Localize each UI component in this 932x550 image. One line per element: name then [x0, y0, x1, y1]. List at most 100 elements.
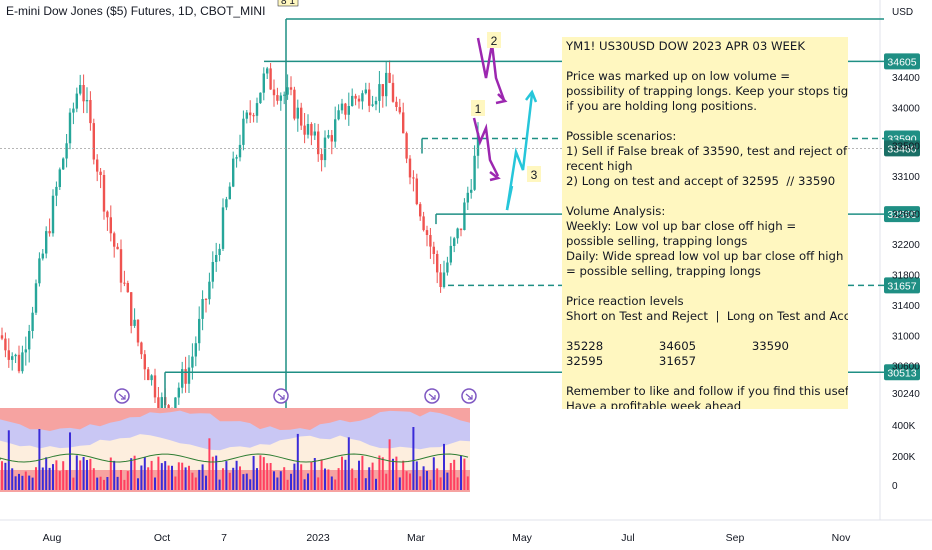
candle-body — [181, 369, 184, 388]
price-badge-30513 — [884, 364, 920, 381]
candle-body — [218, 248, 221, 255]
annotation-three: 3 — [531, 168, 538, 182]
candle-body — [21, 352, 24, 372]
candle-body — [429, 235, 432, 247]
volume-bar — [65, 470, 68, 490]
volume-bar — [228, 472, 231, 490]
volume-bar — [432, 457, 435, 490]
volume-bar — [463, 458, 466, 490]
event-arrow-icon — [465, 393, 473, 400]
candle-body — [371, 104, 374, 106]
candle-body — [38, 258, 41, 284]
candle-body — [334, 119, 337, 142]
volume-bar — [286, 479, 289, 490]
price-badge-label: 30513 — [887, 367, 916, 379]
y-tick-label: 33500 — [892, 141, 920, 152]
volume-bar — [215, 455, 218, 490]
candle-body — [31, 312, 34, 331]
candle-body — [463, 202, 466, 230]
volume-bar — [249, 479, 252, 490]
candle-body — [140, 342, 143, 355]
volume-bar — [164, 461, 167, 490]
volume-bar — [239, 466, 241, 490]
volume-band-cream — [0, 434, 470, 470]
candle-body — [446, 262, 449, 273]
y-tick-label: 34000 — [892, 103, 920, 114]
candle-body — [79, 85, 82, 94]
volume-bar — [123, 479, 126, 490]
volume-bar — [160, 463, 163, 490]
volume-bar — [466, 476, 469, 490]
annotation-two-bg — [487, 32, 501, 48]
candle-body — [45, 231, 48, 254]
candle-body — [187, 367, 191, 384]
volume-bar — [177, 462, 180, 490]
volume-moving-average — [0, 453, 469, 463]
y-tick-label: 32200 — [892, 240, 920, 251]
y-tick-label: 34400 — [892, 73, 920, 84]
candle-body — [160, 397, 163, 408]
candle-body — [459, 228, 463, 231]
volume-bar — [439, 477, 442, 490]
volume-bar — [225, 461, 228, 490]
volume-bar — [351, 468, 354, 490]
candle-body — [361, 93, 364, 102]
volume-bar — [201, 464, 204, 490]
volume-bar — [259, 455, 262, 490]
volume-bar — [4, 462, 7, 490]
candle-body — [473, 155, 476, 190]
volume-bar — [222, 468, 224, 490]
candle-body — [456, 228, 459, 239]
volume-bar — [181, 462, 184, 490]
volume-bar — [324, 468, 326, 490]
volume-bar — [358, 460, 360, 490]
candle-body — [402, 112, 405, 134]
volume-bar — [24, 471, 27, 490]
candle-body — [225, 199, 228, 208]
candle-body — [408, 158, 412, 178]
candle-body — [320, 154, 323, 161]
candle-body — [354, 95, 357, 99]
volume-bar — [453, 459, 456, 490]
y-tick-label: 30240 — [892, 389, 920, 400]
candle-body — [228, 186, 231, 200]
candle-body — [293, 89, 296, 119]
volume-bar — [89, 458, 92, 490]
x-tick-label: Aug — [43, 532, 62, 544]
candle-body — [109, 217, 112, 234]
volume-bar — [150, 460, 153, 490]
candle-body — [357, 98, 361, 102]
x-tick-label: 7 — [221, 532, 227, 544]
candle-body — [327, 135, 330, 138]
volume-bar — [55, 460, 58, 490]
candle-body — [466, 192, 469, 203]
y-tick-label: 31400 — [892, 301, 920, 312]
price-badge-32595 — [884, 206, 920, 223]
y-tick-label: 30600 — [892, 362, 920, 373]
candle-body — [28, 331, 31, 350]
volume-bar — [436, 468, 439, 490]
candle-body — [232, 158, 235, 187]
volume-bar — [211, 456, 214, 490]
candle-body — [344, 103, 347, 115]
candle-body — [340, 103, 344, 111]
volume-bar — [232, 467, 235, 490]
volume-bar — [361, 455, 364, 490]
volume-bar — [235, 460, 238, 490]
candle-body — [58, 169, 61, 187]
volume-bar — [378, 455, 381, 490]
candle-body — [7, 350, 10, 360]
volume-bar — [317, 477, 320, 490]
candle-body — [201, 299, 204, 319]
candle-body — [470, 189, 473, 193]
volume-bar — [99, 476, 102, 490]
volume-bar — [256, 468, 258, 490]
volume-bar — [96, 477, 99, 490]
volume-bar — [52, 464, 54, 490]
volume-bar — [92, 468, 95, 490]
volume-bar — [412, 427, 415, 490]
volume-bar — [344, 459, 347, 490]
volume-bar — [279, 471, 282, 490]
volume-bar — [395, 456, 398, 490]
volume-bar — [86, 460, 88, 490]
